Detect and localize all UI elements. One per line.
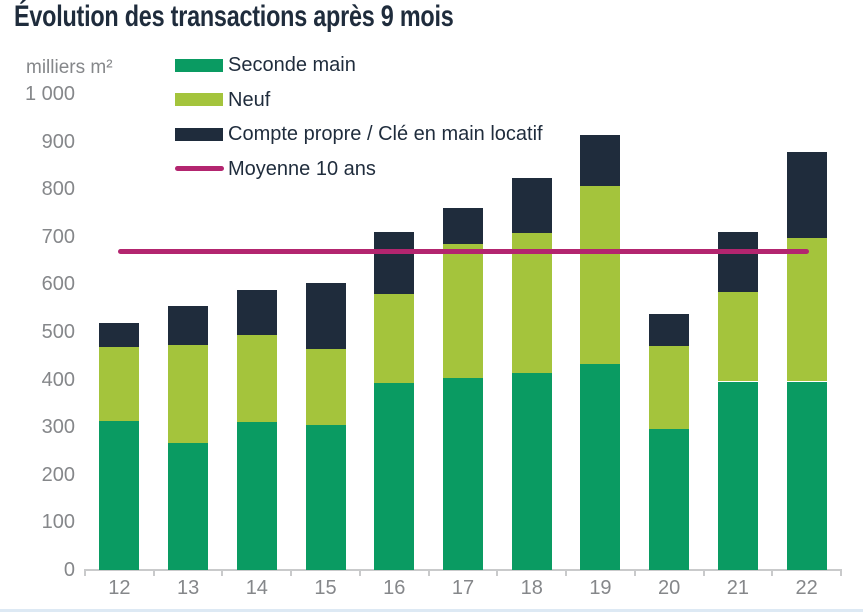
- y-tick-label: 200: [41, 463, 75, 486]
- legend-label-seconde-main: Seconde main: [228, 54, 356, 76]
- bar-segment-neuf: [99, 346, 140, 421]
- x-axis-line: [84, 569, 842, 571]
- bar-segment-compte-propre-cl-en-main-locatif: [786, 152, 827, 239]
- legend-swatch-compte-propre: [175, 127, 223, 141]
- y-tick-label: 800: [41, 178, 75, 201]
- bar-segment-seconde-main: [580, 363, 621, 570]
- y-tick-label: 1 000: [24, 83, 75, 105]
- x-axis-tick: [840, 571, 842, 576]
- bar-segment-seconde-main: [511, 373, 552, 570]
- bar-segment-neuf: [168, 345, 209, 444]
- legend-item-compte-propre: Compte propre / Clé en main locatif: [175, 124, 543, 144]
- bar-segment-neuf: [786, 238, 827, 382]
- x-tick-label: 12: [108, 577, 131, 599]
- y-tick-label: 100: [41, 511, 75, 534]
- legend-label-compte-propre: Compte propre / Clé en main locatif: [228, 123, 543, 145]
- bar-segment-seconde-main: [99, 421, 140, 570]
- bar-segment-neuf: [580, 185, 621, 364]
- legend-label-moyenne: Moyenne 10 ans: [228, 157, 376, 180]
- x-axis-tick: [427, 571, 430, 576]
- bar-segment-compte-propre-cl-en-main-locatif: [305, 283, 346, 349]
- legend-item-moyenne: Moyenne 10 ans: [175, 159, 543, 179]
- bar-segment-seconde-main: [374, 383, 415, 570]
- x-tick-label: 18: [520, 577, 543, 599]
- legend: Seconde main Neuf Compte propre / Clé en…: [175, 55, 543, 193]
- bar-segment-neuf: [717, 292, 758, 382]
- y-tick-label: 700: [41, 225, 75, 248]
- x-axis-tick: [496, 571, 499, 576]
- y-tick-label: 300: [41, 416, 75, 439]
- x-axis-tick: [152, 571, 155, 576]
- x-tick-label: 21: [726, 577, 750, 599]
- legend-swatch-seconde-main: [175, 58, 223, 72]
- legend-line-swatch-moyenne: [175, 166, 224, 171]
- bottom-edge-strip: [0, 609, 863, 612]
- bar-segment-neuf: [649, 345, 690, 430]
- bar-segment-compte-propre-cl-en-main-locatif: [374, 232, 415, 294]
- bar-segment-seconde-main: [168, 443, 209, 570]
- x-tick-label: 19: [589, 577, 612, 599]
- average-line: [118, 248, 809, 254]
- x-axis-tick: [221, 571, 224, 576]
- bar-segment-neuf: [374, 293, 415, 384]
- bar-segment-seconde-main: [305, 424, 346, 570]
- bar-segment-seconde-main: [443, 378, 483, 570]
- x-axis-tick: [290, 571, 293, 576]
- y-tick-label: 900: [41, 130, 75, 153]
- bar-segment-neuf: [236, 334, 277, 423]
- bar-segment-neuf: [443, 244, 483, 379]
- bar-segment-seconde-main: [786, 381, 827, 570]
- bar-segment-neuf: [511, 232, 552, 374]
- y-axis-unit-label: milliers m²: [26, 57, 113, 78]
- x-axis-tick: [358, 571, 361, 576]
- x-tick-label: 15: [314, 577, 337, 599]
- bar-segment-compte-propre-cl-en-main-locatif: [236, 290, 277, 335]
- y-tick-label: 0: [63, 559, 75, 581]
- x-tick-label: 22: [795, 577, 818, 599]
- y-tick-label: 400: [41, 368, 75, 391]
- bar-segment-compte-propre-cl-en-main-locatif: [717, 231, 758, 293]
- legend-item-seconde-main: Seconde main: [175, 55, 543, 75]
- x-axis-tick: [771, 571, 774, 576]
- bar-segment-compte-propre-cl-en-main-locatif: [649, 314, 690, 346]
- bar-segment-seconde-main: [236, 422, 277, 570]
- x-axis-tick: [84, 571, 86, 576]
- bar-segment-compte-propre-cl-en-main-locatif: [168, 305, 209, 346]
- x-axis-tick: [633, 571, 636, 576]
- y-tick-label: 600: [41, 273, 75, 296]
- x-tick-label: 17: [451, 577, 475, 599]
- x-tick-label: 14: [245, 577, 268, 599]
- bar-segment-compte-propre-cl-en-main-locatif: [443, 207, 483, 245]
- bar-segment-compte-propre-cl-en-main-locatif: [511, 177, 552, 233]
- y-tick-label: 500: [41, 321, 75, 343]
- legend-swatch-neuf: [175, 93, 223, 106]
- bar-segment-compte-propre-cl-en-main-locatif: [580, 134, 621, 186]
- bar-segment-seconde-main: [717, 381, 758, 570]
- legend-item-neuf: Neuf: [175, 90, 543, 110]
- bar-segment-compte-propre-cl-en-main-locatif: [99, 323, 140, 347]
- bar-segment-neuf: [305, 348, 346, 425]
- x-axis-tick: [702, 571, 705, 576]
- x-tick-label: 16: [383, 577, 406, 599]
- bar-segment-seconde-main: [649, 429, 690, 570]
- legend-label-neuf: Neuf: [228, 88, 271, 111]
- x-tick-label: 13: [176, 577, 200, 599]
- x-axis-tick: [565, 571, 568, 576]
- chart-title: Évolution des transactions après 9 mois: [14, 0, 454, 33]
- x-tick-label: 20: [658, 577, 681, 599]
